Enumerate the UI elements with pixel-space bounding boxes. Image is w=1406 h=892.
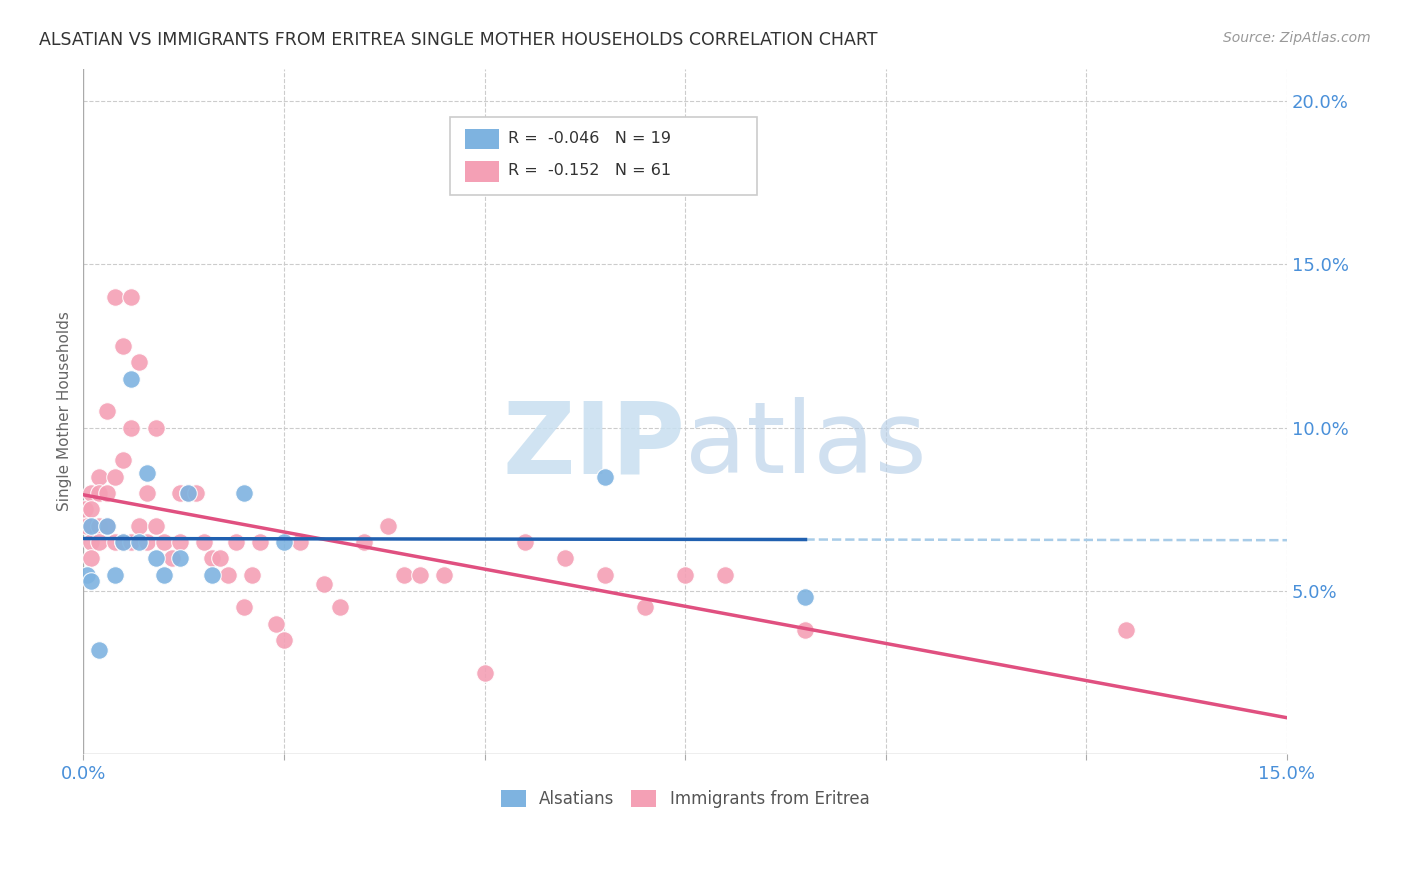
Point xyxy=(80,518,103,533)
Point xyxy=(169,486,191,500)
Point xyxy=(409,567,432,582)
Point xyxy=(136,535,159,549)
Point xyxy=(96,404,118,418)
Point xyxy=(80,574,103,589)
Point xyxy=(232,486,254,500)
Point xyxy=(593,469,616,483)
Point xyxy=(96,518,118,533)
Text: atlas: atlas xyxy=(685,397,927,494)
FancyBboxPatch shape xyxy=(465,161,499,182)
Y-axis label: Single Mother Households: Single Mother Households xyxy=(58,311,72,511)
Point xyxy=(73,502,96,516)
Point xyxy=(433,567,456,582)
Point xyxy=(80,486,103,500)
Point xyxy=(145,420,167,434)
Point xyxy=(120,372,142,386)
Point xyxy=(554,551,576,566)
Point xyxy=(104,535,127,549)
Point xyxy=(225,535,247,549)
Point xyxy=(201,551,224,566)
Point xyxy=(273,535,295,549)
FancyBboxPatch shape xyxy=(450,117,758,195)
Text: ALSATIAN VS IMMIGRANTS FROM ERITREA SINGLE MOTHER HOUSEHOLDS CORRELATION CHART: ALSATIAN VS IMMIGRANTS FROM ERITREA SING… xyxy=(39,31,877,49)
Point xyxy=(169,551,191,566)
Point xyxy=(89,642,111,657)
Point xyxy=(208,551,231,566)
Point xyxy=(128,535,150,549)
Point xyxy=(112,535,135,549)
Text: Source: ZipAtlas.com: Source: ZipAtlas.com xyxy=(1223,31,1371,45)
Point xyxy=(394,567,416,582)
Point xyxy=(232,600,254,615)
Point xyxy=(104,567,127,582)
Point xyxy=(634,600,657,615)
Point xyxy=(160,551,183,566)
Point xyxy=(1115,623,1137,637)
Point xyxy=(89,486,111,500)
Point xyxy=(794,591,817,605)
Point xyxy=(249,535,271,549)
Point xyxy=(673,567,696,582)
Point xyxy=(169,535,191,549)
Point xyxy=(96,518,118,533)
Point xyxy=(104,469,127,483)
Point xyxy=(145,551,167,566)
Point xyxy=(120,420,142,434)
Point xyxy=(193,535,215,549)
Point xyxy=(593,567,616,582)
Point xyxy=(201,567,224,582)
Point xyxy=(112,453,135,467)
Point xyxy=(120,535,142,549)
Point xyxy=(136,467,159,481)
Point xyxy=(128,355,150,369)
Point xyxy=(264,616,287,631)
Point xyxy=(89,469,111,483)
Point xyxy=(217,567,239,582)
Point xyxy=(89,535,111,549)
Point xyxy=(353,535,375,549)
Point xyxy=(145,518,167,533)
Point xyxy=(176,486,198,500)
Text: R =  -0.046   N = 19: R = -0.046 N = 19 xyxy=(508,131,671,146)
Point xyxy=(273,632,295,647)
Point xyxy=(80,551,103,566)
Point xyxy=(152,567,174,582)
Point xyxy=(152,535,174,549)
Point xyxy=(120,290,142,304)
FancyBboxPatch shape xyxy=(465,128,499,150)
Point xyxy=(240,567,263,582)
Point xyxy=(80,535,103,549)
Point xyxy=(288,535,311,549)
Point xyxy=(76,567,98,582)
Text: R =  -0.152   N = 61: R = -0.152 N = 61 xyxy=(508,163,671,178)
Text: ZIP: ZIP xyxy=(502,397,685,494)
Point xyxy=(474,665,496,680)
Point xyxy=(714,567,737,582)
Point xyxy=(176,486,198,500)
Point xyxy=(136,486,159,500)
Point xyxy=(377,518,399,533)
Point xyxy=(112,535,135,549)
Point xyxy=(112,339,135,353)
Legend: Alsatians, Immigrants from Eritrea: Alsatians, Immigrants from Eritrea xyxy=(495,783,876,814)
Point xyxy=(76,518,98,533)
Point xyxy=(329,600,352,615)
Point xyxy=(312,577,335,591)
Point xyxy=(96,486,118,500)
Point xyxy=(128,518,150,533)
Point xyxy=(794,623,817,637)
Point xyxy=(104,290,127,304)
Point xyxy=(80,502,103,516)
Point xyxy=(89,518,111,533)
Point xyxy=(184,486,207,500)
Point xyxy=(513,535,536,549)
